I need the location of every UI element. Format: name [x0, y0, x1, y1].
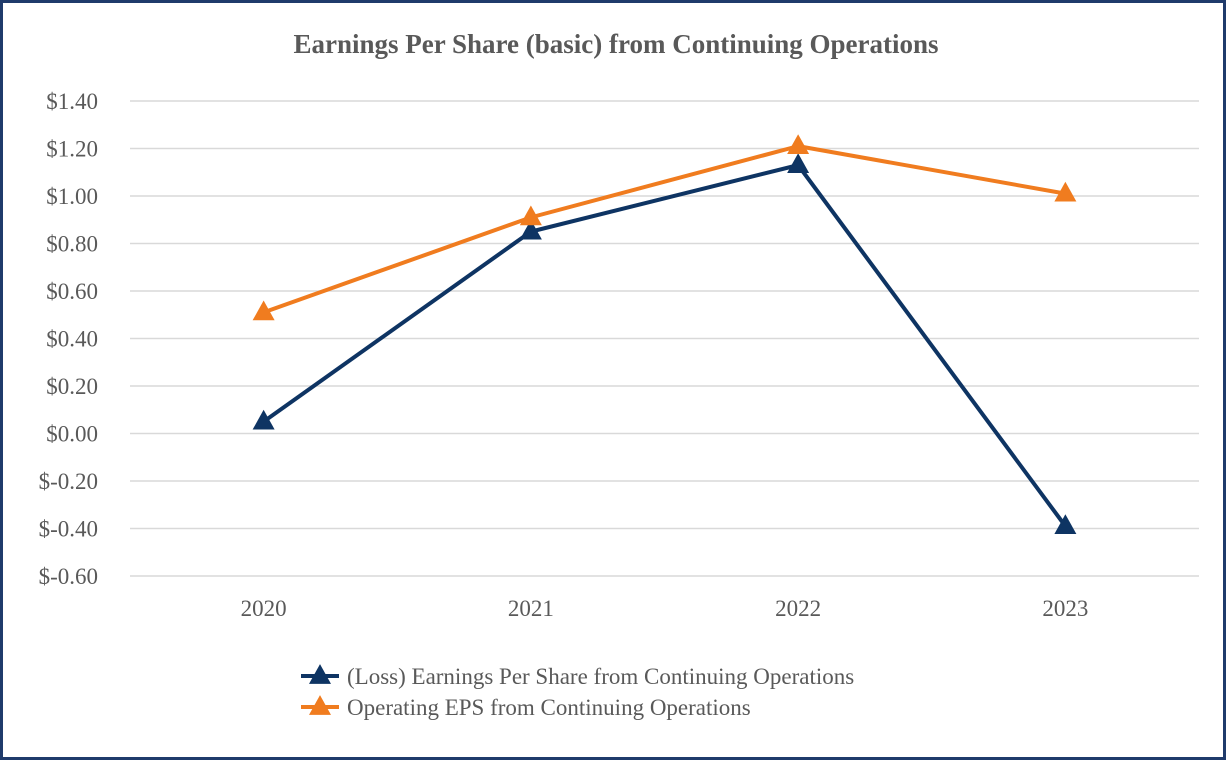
x-tick-label: 2021 [508, 596, 554, 621]
legend-label: Operating EPS from Continuing Operations [347, 695, 751, 720]
y-tick-label: $-0.20 [39, 469, 98, 494]
data-point-marker [519, 219, 542, 240]
y-tick-label: $0.00 [46, 422, 98, 447]
chart-title: Earnings Per Share (basic) from Continui… [293, 29, 938, 59]
x-tick-label: 2023 [1042, 596, 1088, 621]
line-chart: Earnings Per Share (basic) from Continui… [39, 29, 1199, 720]
y-tick-label: $0.60 [46, 279, 98, 304]
legend-marker [309, 664, 331, 684]
data-point-marker [1054, 181, 1077, 202]
data-point-marker [252, 409, 275, 430]
y-tick-label: $1.00 [46, 184, 98, 209]
x-axis-ticks: 2020 2021 2022 2023 [241, 596, 1089, 621]
legend-item: Operating EPS from Continuing Operations [301, 695, 751, 720]
y-axis-ticks: $1.40 $1.20 $1.00 $0.80 $0.60 $0.40 $0.20 $0.00… [39, 89, 98, 589]
x-tick-label: 2022 [775, 596, 821, 621]
data-point-marker [1054, 514, 1077, 535]
series-line [262, 163, 1067, 528]
data-point-marker [787, 153, 810, 174]
legend: (Loss) Earnings Per Share from Continuin… [301, 664, 854, 720]
series-lines [252, 134, 1077, 535]
series-2 [252, 134, 1077, 321]
legend-item: (Loss) Earnings Per Share from Continuin… [301, 664, 854, 689]
data-point-marker [787, 134, 810, 155]
data-point-marker [252, 300, 275, 321]
y-tick-label: $-0.40 [39, 517, 98, 542]
y-tick-label: $0.40 [46, 327, 98, 352]
legend-label: (Loss) Earnings Per Share from Continuin… [347, 664, 854, 689]
legend-marker [309, 695, 331, 715]
y-tick-label: $1.40 [46, 89, 98, 114]
y-tick-label: $0.20 [46, 374, 98, 399]
x-tick-label: 2020 [241, 596, 287, 621]
series-line [262, 144, 1066, 315]
series-1 [252, 153, 1077, 535]
y-tick-label: $1.20 [46, 137, 98, 162]
y-tick-label: $-0.60 [39, 564, 98, 589]
y-tick-label: $0.80 [46, 232, 98, 257]
data-point-marker [519, 205, 542, 226]
gridlines [130, 100, 1199, 577]
